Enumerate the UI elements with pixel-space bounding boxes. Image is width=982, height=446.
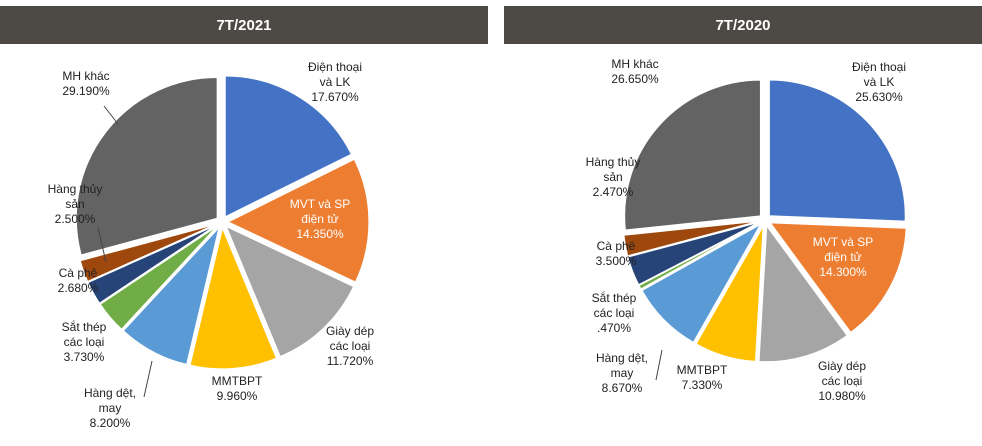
pie-slice-hang-det-may [641, 222, 763, 344]
pie-slice-hang-det-may [122, 225, 221, 366]
data-label-hang-det-may: Hàng dệt, may 8.200% [84, 386, 136, 430]
pie-slice-sat-thep-cac-loai [638, 222, 761, 290]
pie-slice-mh-khac [75, 76, 218, 256]
data-label-sat-thep-cac-loai: Sắt thép các loại 3.730% [62, 319, 107, 364]
data-label-giay-dep-cac-loai: Giày dép các loại 10.980% [818, 359, 866, 403]
chart-title-2021: 7T/2021 [0, 6, 488, 44]
pie-slice-giay-dep-cac-loai [758, 224, 848, 363]
pie-slice-sat-thep-cac-loai [99, 225, 218, 331]
pie-chart-2020: Điện thoại và LK 25.630% MVT và SP điện tử 14… [586, 57, 907, 403]
pie-slice-dien-thoai-va-lk [768, 79, 906, 222]
pie-slice-mmtbpt [695, 225, 764, 363]
data-label-mmtbpt: MMTBPT 7.330% [677, 363, 728, 392]
leader-line-hang-det-may [655, 349, 663, 381]
data-label-mh-khac: MH khác 26.650% [611, 57, 659, 86]
data-label-mvt-va-sp-dien-tu: MVT và SP điện tử 14.350% [290, 197, 350, 241]
leader-line-mh-khac [103, 105, 119, 125]
data-label-dien-thoai-va-lk: Điện thoại và LK 17.670% [308, 60, 362, 104]
pie-slice-mmtbpt [189, 226, 278, 370]
data-label-mvt-va-sp-dien-tu: MVT và SP điện tử 14.300% [813, 235, 873, 279]
leader-line-hang-det-may [143, 360, 153, 398]
data-label-hang-thuy-san: Hàng thủy sản 2.500% [48, 182, 103, 226]
chart-panel-2021: 7T/2021 Điện thoại và LK 17.670% MVT và SP đ… [0, 0, 488, 446]
pie-slice-ca-phe [627, 221, 760, 286]
data-label-dien-thoai-va-lk: Điện thoại và LK 25.630% [852, 60, 906, 104]
chart-title-2020: 7T/2020 [504, 6, 982, 44]
pie-slice-dien-thoai-va-lk [224, 75, 353, 218]
leader-line-hang-thuy-san [97, 227, 107, 263]
data-label-ca-phe: Cà phê 3.500% [596, 239, 637, 268]
data-label-hang-thuy-san: Hàng thủy sản 2.470% [586, 155, 641, 199]
pie-slice-mh-khac [624, 79, 762, 231]
data-label-sat-thep-cac-loai: Sắt thép các loại .470% [592, 290, 637, 335]
chart-panel-2020: 7T/2020 Điện thoại và LK 25.630% MVT và SP đ… [504, 0, 982, 446]
pie-slice-mvt-va-sp-dien-tu [769, 222, 907, 334]
pie-slice-hang-thuy-san [79, 223, 217, 283]
data-label-ca-phe: Cà phê 2.680% [58, 266, 99, 295]
pie-slice-mvt-va-sp-dien-tu [226, 158, 370, 283]
pie-slice-ca-phe [87, 224, 218, 305]
pie-slice-giay-dep-cac-loai [224, 225, 355, 358]
pie-slice-hang-thuy-san [623, 220, 760, 257]
data-label-mh-khac: MH khác 29.190% [62, 69, 110, 98]
data-label-giay-dep-cac-loai: Giày dép các loại 11.720% [326, 324, 374, 368]
data-label-mmtbpt: MMTBPT 9.960% [212, 374, 263, 403]
pie-chart-2021: Điện thoại và LK 17.670% MVT và SP điện tử 14… [48, 60, 375, 430]
data-label-hang-det-may: Hàng dệt, may 8.670% [596, 351, 648, 395]
